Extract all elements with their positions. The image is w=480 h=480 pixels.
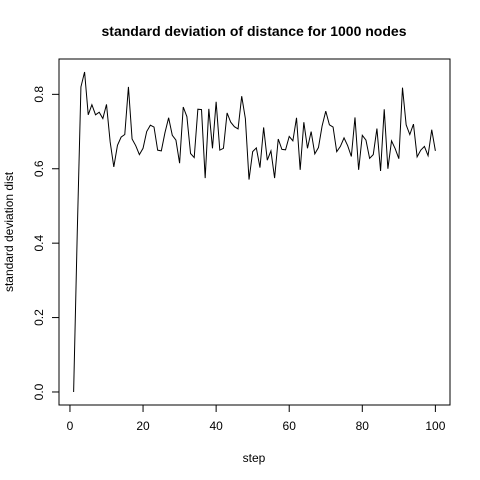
x-tick-label: 20 bbox=[136, 419, 150, 433]
y-tick-label: 0.2 bbox=[32, 309, 46, 326]
plot-area-frame bbox=[58, 58, 451, 406]
x-tick-label: 40 bbox=[209, 419, 223, 433]
chart-title: standard deviation of distance for 1000 … bbox=[102, 23, 407, 39]
y-axis-label: standard deviation dist bbox=[2, 171, 16, 292]
x-tick-label: 0 bbox=[67, 419, 74, 433]
y-tick-label: 0.4 bbox=[32, 234, 46, 251]
x-tick-label: 100 bbox=[425, 419, 445, 433]
y-tick-label: 0.0 bbox=[32, 383, 46, 400]
y-axis: 0.0 0.2 0.4 0.6 0.8 bbox=[32, 86, 60, 400]
x-axis-label: step bbox=[243, 451, 266, 465]
x-axis: 0 20 40 60 80 100 bbox=[67, 404, 446, 433]
y-tick-label: 0.8 bbox=[32, 86, 46, 103]
x-tick-label: 80 bbox=[356, 419, 370, 433]
x-tick-label: 60 bbox=[283, 419, 297, 433]
series-line bbox=[73, 71, 436, 392]
y-tick-label: 0.6 bbox=[32, 160, 46, 177]
